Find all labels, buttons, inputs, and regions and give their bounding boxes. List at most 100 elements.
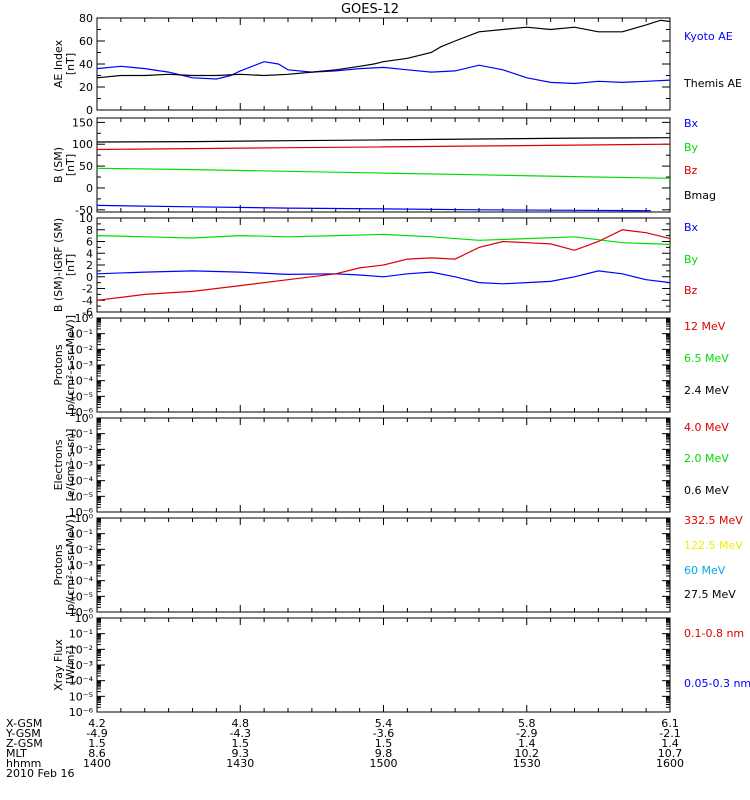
ephemeris-value: 1530 [513,757,541,770]
y-tick-label: 10⁻⁶ [69,606,94,619]
y-tick-label: 10⁻⁵ [69,690,93,703]
ephemeris-row-label: Y-GSM [5,727,41,740]
y-axis-unit: [W/m²] [64,646,77,684]
legend-entry: 0.05-0.3 nm [684,677,750,690]
series-line-bz [96,143,671,151]
y-tick-label: 10⁻³ [69,659,93,672]
y-tick-label: -2 [82,283,93,296]
panel-frame [96,117,671,213]
series-line-themis-ae [96,19,671,79]
legend-entry: Kyoto AE [684,30,733,43]
series-line-bx [96,204,651,212]
ephemeris-row-label: hhmm [6,757,41,770]
y-axis-label: Protons [52,344,65,385]
y-tick-label: 10⁻⁵ [69,390,93,403]
ephemeris-value: 1400 [83,757,111,770]
y-tick-label: 10⁻¹ [69,428,93,441]
series-line-bmag [96,137,671,143]
ephemeris-value: 5.4 [375,717,393,730]
y-tick-label: 10⁻⁴ [69,575,94,588]
y-axis-label: Xray Flux [52,639,65,691]
y-tick-label: 10⁰ [75,412,94,425]
ephemeris-value: 1430 [226,757,254,770]
legend-entry: By [684,141,699,154]
legend-entry: 27.5 MeV [684,588,736,601]
legend-entry: 2.4 MeV [684,384,729,397]
ephemeris-row-label: X-GSM [6,717,42,730]
y-axis-unit: [e/(cm²-s-sr)] [64,429,77,502]
y-tick-label: 10⁻⁶ [69,506,94,519]
legend-entry: 2.0 MeV [684,452,729,465]
panel-electrons: 10⁻⁶ 10⁻⁵ 10⁻⁴ 10⁻³ 10⁻² 10⁻¹ 10⁰ Electrons [e/(… [52,412,729,519]
y-tick-label: 10⁻² [69,443,93,456]
y-tick-label: 10⁰ [75,512,94,525]
y-tick-label: 2 [86,259,93,272]
ephemeris-value: 1.5 [232,737,250,750]
series-line-by [96,167,671,179]
legend-entry: 60 MeV [684,564,726,577]
y-tick-label: 50 [79,160,93,173]
legend-entry: 332.5 MeV [684,514,743,527]
ephemeris-row-label: Z-GSM [6,737,43,750]
legend-entry: Bmag [684,189,716,202]
legend-entry: By [684,253,699,266]
y-tick-label: 10⁻¹ [69,528,93,541]
panel-protons_high: 10⁻⁶ 10⁻⁵ 10⁻⁴ 10⁻³ 10⁻² 10⁻¹ 10⁰ Protons [p/(cm… [52,512,743,619]
ephemeris-value: 9.3 [232,747,250,760]
date-label: 2010 Feb 16 [6,767,74,780]
y-tick-label: -50 [75,204,93,217]
y-tick-label: 0 [86,271,93,284]
y-tick-label: 10⁻⁵ [69,590,93,603]
y-axis-unit: [nT] [64,53,77,75]
ephemeris-value: -3.6 [373,727,394,740]
y-tick-label: -6 [82,306,93,319]
y-axis-unit: [p/(cm²-s-sr-MeV)] [64,515,77,615]
y-tick-label: -4 [82,294,93,307]
y-axis-unit: [nT] [64,154,77,176]
y-tick-label: 6 [86,236,93,249]
y-tick-label: 10⁻¹ [69,628,93,641]
ephemeris-value: 8.6 [88,747,106,760]
legend-entry: 6.5 MeV [684,352,729,365]
ephemeris-value: 6.1 [661,717,679,730]
legend-entry: Bz [684,164,698,177]
ephemeris-value: 5.8 [518,717,536,730]
series-line-kyoto-ae [96,61,671,85]
ephemeris-value: -4.9 [86,727,107,740]
legend-entry: Bx [684,221,699,234]
panel-frame [96,17,671,111]
y-tick-label: 10⁻⁵ [69,490,93,503]
panel-xray: 10⁻⁶ 10⁻⁵ 10⁻⁴ 10⁻³ 10⁻² 10⁻¹ 10⁰ Xray Flux [W/m… [52,612,750,719]
y-tick-label: 10⁻² [69,643,93,656]
y-tick-label: 10⁻² [69,543,93,556]
panel-frame [96,417,671,513]
y-tick-label: 8 [86,224,93,237]
y-tick-label: 100 [72,138,93,151]
y-tick-label: 10⁻² [69,343,93,356]
y-tick-label: 10⁻⁴ [69,475,94,488]
ephemeris-value: 1.4 [661,737,679,750]
y-tick-label: 20 [79,81,93,94]
ephemeris-value: -2.9 [516,727,537,740]
series-line-bz [96,229,671,301]
y-axis-label: B (SM)-IGRF (SM) [52,218,65,312]
legend-entry: 0.6 MeV [684,484,729,497]
y-axis-label: B (SM) [52,147,65,183]
series-line-bx [96,270,671,285]
y-axis-label: Electrons [52,439,65,490]
y-tick-label: 80 [79,12,93,25]
ephemeris-value: -4.3 [230,727,251,740]
panel-b_sm: -50 0 50 100 150 B (SM) [nT] Bx By Bz Bmag [52,116,716,216]
legend-entry: Bx [684,117,699,130]
y-tick-label: 40 [79,58,93,71]
y-tick-label: 10⁻³ [69,359,93,372]
y-tick-label: 4 [86,247,93,260]
y-tick-label: 10⁻³ [69,559,93,572]
ephemeris-value: 4.2 [88,717,106,730]
y-axis-unit: [p/(cm²-s-sr-MeV)] [64,315,77,415]
legend-entry: 4.0 MeV [684,421,729,434]
series-line-by [96,233,671,245]
y-tick-label: 10⁰ [75,612,94,625]
